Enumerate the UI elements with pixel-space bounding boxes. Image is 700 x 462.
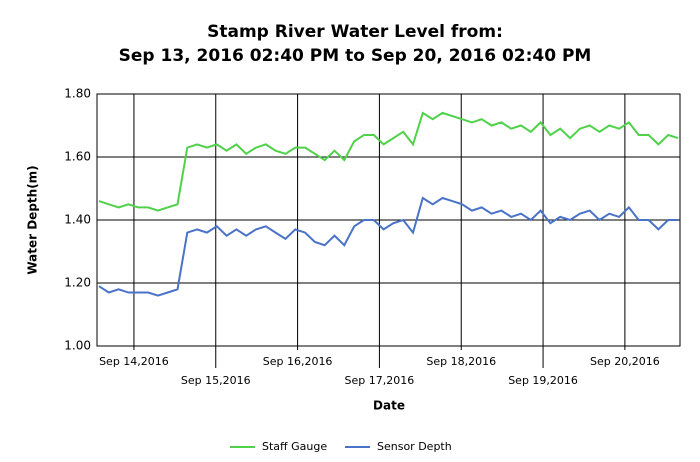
y-tick-label: 1.80	[64, 87, 91, 101]
chart-title: Stamp River Water Level from:	[207, 22, 503, 42]
x-tick-label: Sep 16,2016	[263, 355, 333, 368]
x-axis-title: Date	[373, 399, 405, 413]
y-axis-title: Water Depth(m)	[26, 165, 40, 274]
series-line	[98, 111, 679, 212]
y-tick-label: 1.60	[64, 150, 91, 164]
x-tick-label: Sep 19,2016	[508, 374, 578, 387]
x-tick-label: Sep 20,2016	[590, 355, 660, 368]
legend-label: Sensor Depth	[377, 440, 452, 453]
y-tick-label: 1.40	[64, 213, 91, 227]
x-tick-label: Sep 17,2016	[345, 374, 415, 387]
legend-label: Staff Gauge	[262, 440, 327, 453]
x-tick-label: Sep 18,2016	[426, 355, 496, 368]
x-tick-label: Sep 15,2016	[181, 374, 251, 387]
y-tick-label: 1.20	[64, 276, 91, 290]
x-tick-label: Sep 14,2016	[99, 355, 169, 368]
plot-frame	[96, 93, 681, 347]
series-line	[98, 196, 678, 297]
chart-title: Sep 13, 2016 02:40 PM to Sep 20, 2016 02…	[119, 46, 592, 66]
y-tick-label: 1.00	[64, 339, 91, 353]
